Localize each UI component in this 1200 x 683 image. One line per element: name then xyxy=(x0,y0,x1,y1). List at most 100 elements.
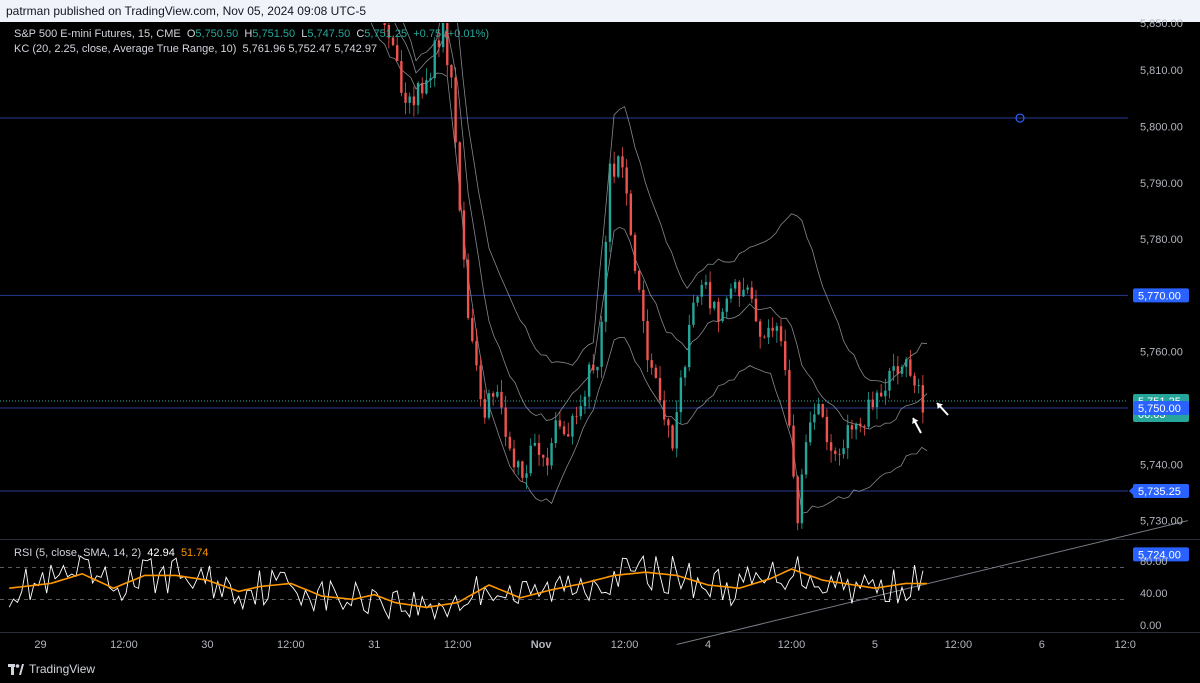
candle-body xyxy=(767,327,770,338)
candle-body xyxy=(863,426,866,428)
candle-body xyxy=(867,399,870,427)
candle-body xyxy=(458,142,461,211)
close-label: C xyxy=(356,28,365,40)
candle-body xyxy=(587,364,591,397)
candle-body xyxy=(796,476,799,524)
brand-name: TradingView xyxy=(29,662,96,676)
candle-body xyxy=(859,423,862,427)
candle-body xyxy=(562,426,566,435)
candle-body xyxy=(671,425,674,449)
candle-body xyxy=(775,326,779,331)
candle-body xyxy=(679,377,683,413)
candle-body xyxy=(400,61,403,93)
candle-body xyxy=(475,341,478,366)
candle-body xyxy=(533,442,537,446)
candle-body xyxy=(633,234,637,271)
candle-body xyxy=(838,453,841,455)
candle-body xyxy=(500,391,503,408)
candle-body xyxy=(567,434,570,437)
candle-body xyxy=(496,391,499,397)
candle-body xyxy=(871,399,875,408)
candle-body xyxy=(692,302,695,325)
candle-body xyxy=(904,359,908,367)
candle-body xyxy=(629,193,633,235)
candle-body xyxy=(817,403,820,415)
change-value: +0.75 (+0.01%) xyxy=(413,28,490,40)
high-label: H xyxy=(244,28,253,40)
candle-body xyxy=(771,327,774,331)
candle-body xyxy=(896,366,900,374)
candle-body xyxy=(688,324,691,368)
open-label: O xyxy=(186,28,196,40)
candle-body xyxy=(421,83,424,94)
price-tick-label: 5,740.00 xyxy=(1140,459,1183,471)
time-tick-label: 12:00 xyxy=(110,639,138,651)
kc-label: KC (20, 2.25, close, Average True Range,… xyxy=(14,43,237,55)
candle-body xyxy=(554,420,557,443)
level-handle-icon[interactable] xyxy=(1015,113,1025,123)
candle-body xyxy=(625,167,628,194)
candle-body xyxy=(900,366,904,374)
tradingview-mark-icon xyxy=(8,663,24,675)
candle-body xyxy=(854,423,858,430)
trend-line[interactable] xyxy=(676,520,1188,645)
candle-body xyxy=(433,40,436,79)
close-value: 5,751.25 xyxy=(364,28,408,40)
candle-body xyxy=(441,23,445,48)
rsi-line xyxy=(8,554,924,621)
candle-body xyxy=(921,385,925,413)
candle-body xyxy=(879,392,883,397)
candle-body xyxy=(725,298,728,312)
candle-body xyxy=(529,445,532,474)
price-tag-label: 5,750.00 xyxy=(1138,403,1181,415)
candle-body xyxy=(642,289,645,322)
candle-body xyxy=(721,311,724,322)
candle-body xyxy=(650,360,653,368)
candle-body xyxy=(454,77,457,143)
time-tick-label: 30 xyxy=(201,639,213,651)
candle-body xyxy=(621,156,624,168)
candle-body xyxy=(704,282,708,285)
candle-body xyxy=(550,442,553,466)
rsi-value: 42.94 xyxy=(147,547,175,559)
candle-body xyxy=(733,281,737,289)
candle-body xyxy=(408,96,411,103)
candle-body xyxy=(758,321,762,337)
candle-body xyxy=(850,425,854,430)
rsi-sma-line xyxy=(9,568,927,609)
candle-body xyxy=(783,341,787,370)
price-tag-label: 5,770.00 xyxy=(1138,290,1181,302)
candle-body xyxy=(809,422,812,443)
rsi-label: RSI (5, close, SMA, 14, 2) xyxy=(14,547,142,559)
keltner-upper-band xyxy=(402,23,928,384)
candle-body xyxy=(834,450,837,454)
candle-body xyxy=(729,288,733,299)
candle-body xyxy=(592,364,595,371)
candle-body xyxy=(608,163,612,242)
candle-body xyxy=(683,367,687,378)
candle-body xyxy=(742,289,745,297)
price-tag xyxy=(1133,401,1189,415)
price-tag xyxy=(1133,484,1189,499)
symbol-title: S&P 500 E-mini Futures, 15, CME xyxy=(14,28,181,40)
candle-body xyxy=(583,396,587,407)
candle-body xyxy=(675,412,678,449)
candle-body xyxy=(654,367,658,378)
candle-body xyxy=(404,92,407,103)
time-tick-label: 12:00 xyxy=(444,639,472,651)
candle-body xyxy=(395,45,399,62)
candle-body xyxy=(491,393,495,397)
candle-body xyxy=(416,83,420,106)
rsi-tick-label: 0.00 xyxy=(1140,620,1161,632)
candle-body xyxy=(763,336,766,338)
annotation-arrow-head xyxy=(912,418,919,424)
candle-body xyxy=(913,375,916,386)
candle-body xyxy=(521,461,524,478)
tradingview-logo[interactable]: TradingView xyxy=(8,662,95,676)
time-tick-label: 6 xyxy=(1039,639,1045,651)
candle-body xyxy=(537,442,541,455)
candle-body xyxy=(696,296,699,303)
low-label: L xyxy=(301,28,308,40)
candle-body xyxy=(508,436,512,449)
